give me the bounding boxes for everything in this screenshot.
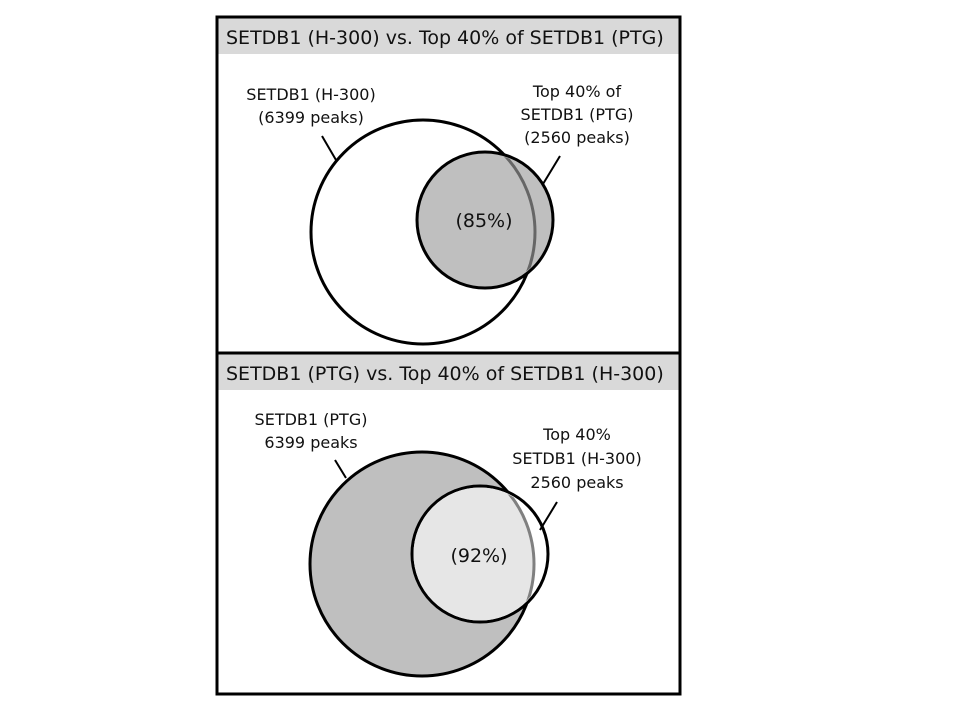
panel-1-small-set-label-line-1: Top 40% of <box>532 82 622 101</box>
panel-2: SETDB1 (PTG) vs. Top 40% of SETDB1 (H-30… <box>218 354 679 678</box>
panel-1-title: SETDB1 (H-300) vs. Top 40% of SETDB1 (PT… <box>226 27 664 49</box>
panel-1-title-bar <box>218 18 679 54</box>
panel-1-small-set-label-line-2: SETDB1 (PTG) <box>521 105 634 124</box>
panel-2-big-set-label-line-1: SETDB1 (PTG) <box>255 410 368 429</box>
panel-1-overlap-percent: (85%) <box>455 210 512 232</box>
panel-1-small-set-label-line-3: (2560 peaks) <box>524 128 630 147</box>
panel-2-title: SETDB1 (PTG) vs. Top 40% of SETDB1 (H-30… <box>226 363 664 385</box>
panel-1-small-set-circle <box>415 150 555 290</box>
panel-1-big-set-label-line-2: (6399 peaks) <box>258 108 364 127</box>
panel-2-small-set-label-line-1: Top 40% <box>542 425 611 444</box>
panel-1: SETDB1 (H-300) vs. Top 40% of SETDB1 (PT… <box>218 18 679 346</box>
panel-1-overlap-edge <box>419 154 537 286</box>
outer-frame <box>215 15 682 696</box>
panel-2-big-set-leader <box>334 459 347 479</box>
panel-2-title-bar <box>218 354 679 390</box>
panel-2-small-set-leader <box>539 501 558 531</box>
panel-1-big-set-leader <box>321 135 337 161</box>
panel-1-big-set-label-line-1: SETDB1 (H-300) <box>246 85 375 104</box>
panel-2-small-set-label-line-2: SETDB1 (H-300) <box>512 449 641 468</box>
panel-2-intersection <box>413 487 534 621</box>
panel-2-overlap-percent: (92%) <box>450 545 507 567</box>
panel-2-overlap-edge <box>414 488 536 620</box>
panel-2-big-set-label-line-2: 6399 peaks <box>264 433 357 452</box>
panel-2-small-set-label-line-3: 2560 peaks <box>530 473 623 492</box>
panel-1-small-set-leader <box>542 155 561 185</box>
